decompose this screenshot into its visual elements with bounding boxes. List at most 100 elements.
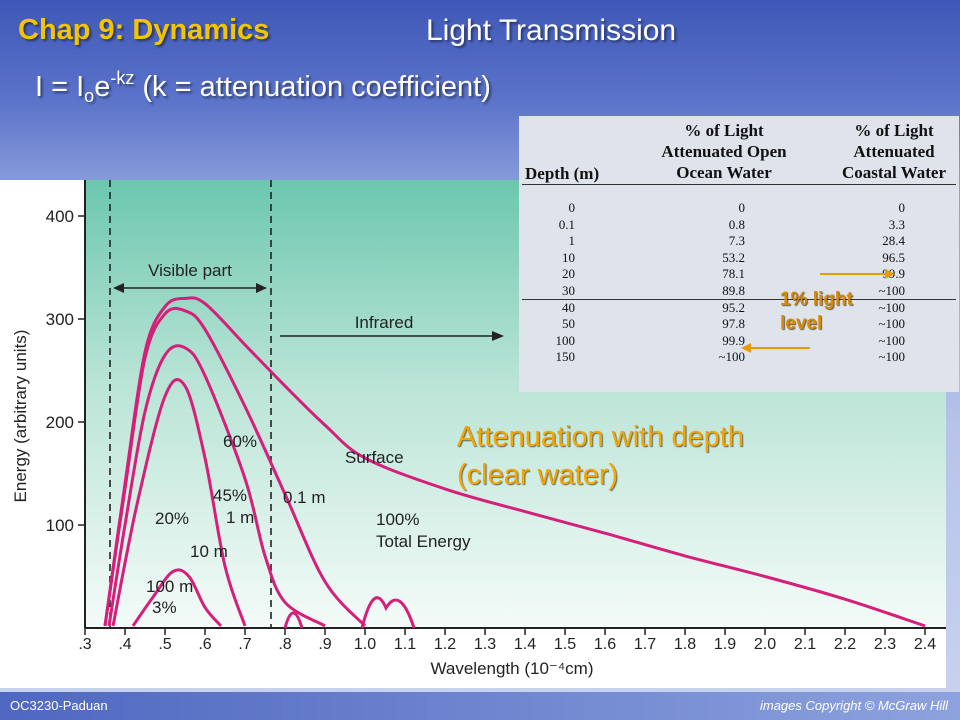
- table-header-depth: Depth (m): [525, 164, 600, 183]
- callout-line2: level: [780, 313, 823, 334]
- table-header-coastal: % of Light Attenuated Coastal Water: [829, 120, 959, 183]
- pct-45-label: 45%: [213, 486, 247, 505]
- spectrum-curve-series-3: [111, 378, 247, 627]
- table-cell: 0: [738, 200, 746, 215]
- footer-copyright: images Copyright © McGraw Hill: [759, 698, 948, 713]
- header-open-line2: Attenuated Open: [661, 142, 787, 161]
- formula-base: e: [94, 71, 111, 103]
- table-cell: 40: [562, 299, 575, 315]
- surface-label: Surface: [345, 448, 404, 467]
- infrared-label: Infrared: [355, 313, 414, 332]
- x-tick-label: .3: [78, 636, 91, 653]
- ir-bump-2: [360, 596, 416, 629]
- spectrum-curve-series-1: [103, 306, 367, 627]
- x-tick-label: 1.2: [434, 636, 456, 653]
- infrared-arrow-head: [492, 331, 504, 341]
- table-cell: ~100: [878, 349, 905, 365]
- x-tick-label: .7: [238, 636, 251, 653]
- table-cell: 0.8: [728, 216, 745, 232]
- table-cell: 89.8: [722, 283, 745, 298]
- chapter-title: Chap 9: Dynamics: [18, 14, 270, 46]
- depth-01m-label: 0.1 m: [283, 488, 326, 507]
- table-cell: ~100: [878, 316, 905, 332]
- table-cell: 96.5: [882, 249, 905, 265]
- pct-100-label: 100%: [376, 510, 419, 529]
- table-cell: 0: [568, 200, 576, 215]
- table-cell: 20: [562, 266, 575, 282]
- x-tick-label: .6: [198, 636, 211, 653]
- table-cell: 10: [562, 249, 575, 265]
- x-tick-label: .8: [278, 636, 291, 653]
- one-percent-callout: 1% light level: [780, 288, 853, 336]
- table-bottom-rule: [522, 299, 956, 300]
- table-cell: 99.9: [722, 332, 745, 348]
- table-cell: 0: [898, 200, 906, 215]
- table-cell: 0.1: [558, 216, 575, 232]
- attenuation-note: Attenuation with depth (clear water): [457, 418, 744, 494]
- y-tick-label: 200: [46, 413, 74, 432]
- formula-subscript: o: [84, 86, 95, 106]
- y-tick-label: 400: [46, 207, 74, 226]
- callout-arrow-left-head: [741, 343, 751, 353]
- x-tick-label: 2.2: [834, 636, 856, 653]
- spectrum-curve-series-0: [103, 296, 926, 628]
- visible-arrow-right-head: [256, 283, 267, 293]
- header-coastal-line2: Attenuated: [853, 142, 935, 161]
- header-coastal-line3: Coastal Water: [841, 163, 947, 182]
- table-cell: 50: [562, 316, 575, 332]
- x-tick-label: 2.1: [794, 636, 816, 653]
- table-cell: 100: [555, 332, 576, 348]
- spectrum-curve-series-4: [131, 568, 223, 627]
- table-cell: ~100: [718, 349, 745, 365]
- formula-note: (k = attenuation coefficient): [142, 71, 491, 103]
- depth-100m-label: 100 m: [146, 577, 193, 596]
- table-cell: 53.2: [722, 249, 745, 265]
- header-open-line3: Ocean Water: [676, 163, 772, 182]
- x-tick-label: 1.8: [674, 636, 696, 653]
- table-cell: 30: [562, 283, 575, 298]
- table-cell: 3.3: [888, 216, 905, 232]
- header-open-line1: % of Light: [684, 121, 764, 140]
- footer-course: OC3230-Paduan: [10, 698, 108, 713]
- callout-arrow-right-head: [885, 269, 895, 279]
- ir-bump-1: [283, 611, 304, 629]
- visible-arrow-left-head: [113, 283, 124, 293]
- x-tick-label: 2.4: [914, 636, 936, 653]
- header-coastal-line1: % of Light: [854, 121, 934, 140]
- table-header-rule: [522, 184, 956, 185]
- x-tick-label: 1.6: [594, 636, 616, 653]
- table-cell: 7.3: [728, 233, 745, 249]
- pct-3-label: 3%: [152, 598, 177, 617]
- table-cell: ~100: [878, 283, 905, 298]
- y-tick-label: 300: [46, 310, 74, 329]
- table-cell: 1: [568, 233, 576, 249]
- x-tick-label: 1.4: [514, 636, 536, 653]
- x-tick-label: 2.3: [874, 636, 896, 653]
- visible-part-label: Visible part: [148, 261, 232, 280]
- slide-topic-title: Light Transmission: [426, 14, 677, 47]
- formula-exponent: -kz: [110, 68, 135, 88]
- x-tick-label: 1.9: [714, 636, 736, 653]
- depth-1m-label: 1 m: [226, 508, 254, 527]
- attenuation-note-line2: (clear water): [457, 459, 619, 491]
- pct-20-label: 20%: [155, 509, 189, 528]
- table-cell: 150: [555, 349, 576, 365]
- x-tick-label: 1.5: [554, 636, 576, 653]
- y-tick-label: 100: [46, 516, 74, 535]
- attenuation-formula: I = Ioe-kz (k = attenuation coefficient): [35, 68, 491, 107]
- table-cell: 28.4: [882, 233, 905, 249]
- table-cell: ~100: [878, 299, 905, 315]
- table-cell: 97.8: [722, 316, 745, 332]
- total-energy-label: Total Energy: [376, 532, 471, 551]
- y-axis-label: Energy (arbitrary units): [11, 330, 30, 503]
- table-header-open-ocean: % of Light Attenuated Open Ocean Water: [629, 120, 819, 183]
- x-tick-label: 1.1: [394, 636, 416, 653]
- footer-bar: OC3230-Paduan images Copyright © McGraw …: [0, 692, 960, 720]
- x-tick-label: .4: [118, 636, 131, 653]
- pct-60-label: 60%: [223, 432, 257, 451]
- x-tick-label: 1.3: [474, 636, 496, 653]
- formula-lhs: I = I: [35, 71, 85, 103]
- x-axis-label: Wavelength (10⁻⁴cm): [430, 659, 593, 678]
- x-tick-label: .9: [318, 636, 331, 653]
- x-tick-label: 1.0: [354, 636, 376, 653]
